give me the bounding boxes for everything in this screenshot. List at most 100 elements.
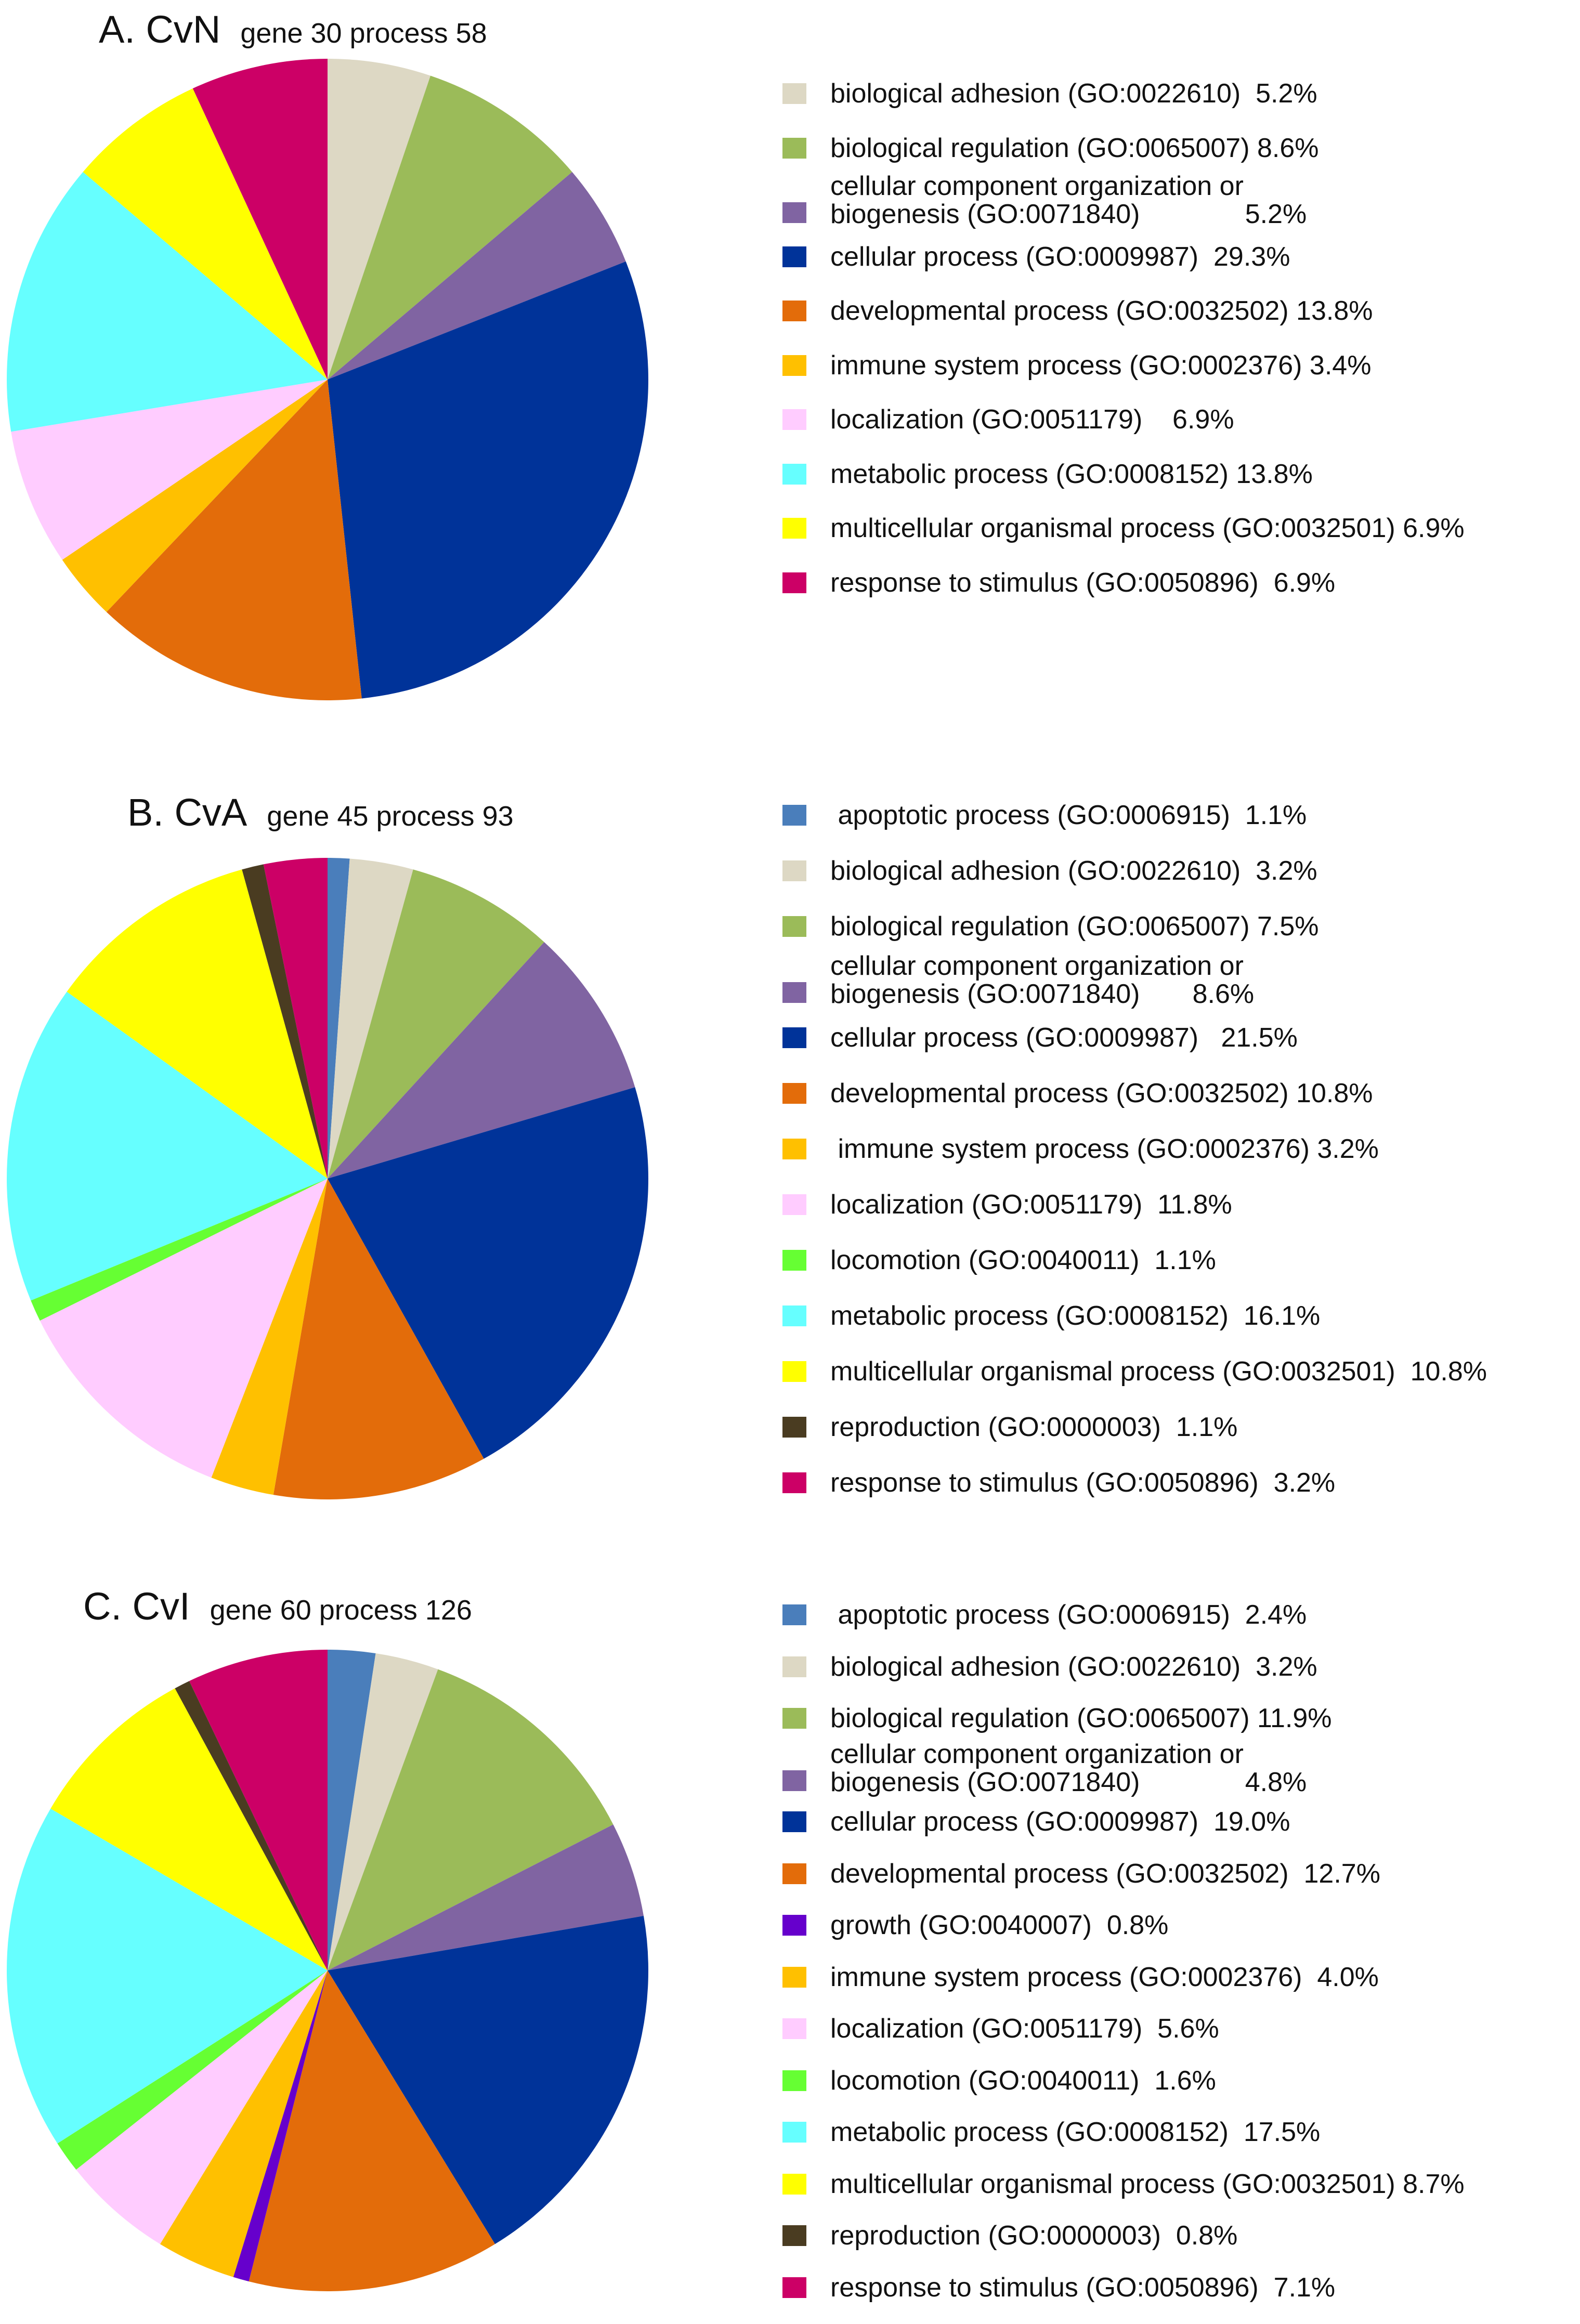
panel-c-heading: C. CvI xyxy=(83,1585,190,1628)
panel-a-legend-label-multicellular: multicellular organismal process (GO:003… xyxy=(830,513,1465,543)
panel-c-legend-item-adhesion: biological adhesion (GO:0022610) 3.2% xyxy=(782,1651,1578,1703)
panel-a-legend-label-developmental: developmental process (GO:0032502) 13.8% xyxy=(830,296,1373,326)
panel-a-legend-label-adhesion: biological adhesion (GO:0022610) 5.2% xyxy=(830,79,1317,109)
panel-c-slice-regulation xyxy=(328,1669,613,1970)
panel-c-legend-swatch-regulation xyxy=(782,1708,806,1729)
panel-b-legend-item-organization: cellular component organization or bioge… xyxy=(782,952,1578,1019)
panel-c-legend-label-cellular: cellular process (GO:0009987) 19.0% xyxy=(830,1807,1290,1837)
panel-b-legend-label-response: response to stimulus (GO:0050896) 3.2% xyxy=(830,1468,1336,1498)
panel-b-legend-swatch-cellular xyxy=(782,1027,806,1048)
panel-c-legend-item-immune: immune system process (GO:0002376) 4.0% xyxy=(782,1962,1578,2014)
panel-c-legend-label-locomotion: locomotion (GO:0040011) 1.6% xyxy=(830,2065,1216,2096)
panel-c-legend-item-organization: cellular component organization or bioge… xyxy=(782,1740,1578,1807)
panel-b-heading: B. CvA xyxy=(127,791,247,834)
panel-b-title: B. CvA gene 45 process 93 xyxy=(127,790,514,834)
panel-b-counts: gene 45 process 93 xyxy=(267,801,514,832)
panel-b-legend-swatch-developmental xyxy=(782,1083,806,1104)
panel-b-legend-label-reproduction: reproduction (GO:0000003) 1.1% xyxy=(830,1412,1238,1442)
panel-a-title: A. CvN gene 30 process 58 xyxy=(99,7,487,51)
panel-b-legend-label-apoptotic: apoptotic process (GO:0006915) 1.1% xyxy=(830,800,1307,830)
panel-b-legend-label-multicellular: multicellular organismal process (GO:003… xyxy=(830,1356,1487,1387)
panel-a-legend-swatch-developmental xyxy=(782,301,806,321)
panel-a-slice-multicellular xyxy=(83,88,328,380)
panel-c-legend-swatch-immune xyxy=(782,1966,806,1988)
panel-a-legend-swatch-immune xyxy=(782,355,806,376)
panel-b-legend-label-metabolic: metabolic process (GO:0008152) 16.1% xyxy=(830,1301,1321,1331)
panel-a-slice-organization xyxy=(328,172,626,380)
panel-b-legend-label-developmental: developmental process (GO:0032502) 10.8% xyxy=(830,1078,1373,1108)
panel-a-legend-item-response: response to stimulus (GO:0050896) 6.9% xyxy=(782,567,1578,619)
panel-c-slice-localization xyxy=(76,1970,328,2244)
panel-a-legend-item-localization: localization (GO:0051179) 6.9% xyxy=(782,404,1578,456)
panel-a-legend-item-adhesion: biological adhesion (GO:0022610) 5.2% xyxy=(782,78,1578,130)
panel-b-legend-label-locomotion: locomotion (GO:0040011) 1.1% xyxy=(830,1245,1216,1275)
panel-c-slice-apoptotic xyxy=(328,1650,376,1970)
panel-a-slice-regulation xyxy=(328,75,572,380)
panel-b-slice-immune xyxy=(211,1179,328,1495)
panel-b-slice-response xyxy=(263,858,328,1179)
panel-c-legend-label-immune: immune system process (GO:0002376) 4.0% xyxy=(830,1962,1379,1992)
panel-c-legend-label-multicellular: multicellular organismal process (GO:003… xyxy=(830,2169,1465,2199)
panel-a-slice-localization xyxy=(11,380,328,560)
panel-a-heading: A. CvN xyxy=(99,8,221,51)
panel-c-legend-label-localization: localization (GO:0051179) 5.6% xyxy=(830,2014,1219,2044)
panel-b-legend-item-immune: immune system process (GO:0002376) 3.2% xyxy=(782,1133,1578,1185)
panel-b-legend-swatch-adhesion xyxy=(782,860,806,881)
panel-b-legend-item-apoptotic: apoptotic process (GO:0006915) 1.1% xyxy=(782,800,1578,852)
panel-b-legend-item-reproduction: reproduction (GO:0000003) 1.1% xyxy=(782,1412,1578,1464)
panel-a-legend-label-immune: immune system process (GO:0002376) 3.4% xyxy=(830,350,1372,381)
panel-a-legend-label-organization: cellular component organization or bioge… xyxy=(830,171,1307,229)
panel-a-slice-response xyxy=(192,59,328,380)
panel-c-title: C. CvI gene 60 process 126 xyxy=(83,1584,472,1628)
panel-b-legend-item-regulation: biological regulation (GO:0065007) 7.5% xyxy=(782,911,1578,963)
panel-c-slice-cellular xyxy=(328,1915,649,2244)
panel-c-legend-item-growth: growth (GO:0040007) 0.8% xyxy=(782,1910,1578,1962)
panel-a-legend-item-cellular: cellular process (GO:0009987) 29.3% xyxy=(782,241,1578,293)
panel-a-legend-swatch-metabolic xyxy=(782,463,806,485)
panel-c-slice-immune xyxy=(160,1970,328,2277)
panel-a-legend-swatch-regulation xyxy=(782,137,806,159)
panel-b-legend-item-multicellular: multicellular organismal process (GO:003… xyxy=(782,1356,1578,1408)
panel-c-legend-item-response: response to stimulus (GO:0050896) 7.1% xyxy=(782,2272,1578,2324)
panel-b-legend-swatch-response xyxy=(782,1472,806,1493)
panel-c-legend-label-adhesion: biological adhesion (GO:0022610) 3.2% xyxy=(830,1651,1317,1682)
panel-c-legend-item-locomotion: locomotion (GO:0040011) 1.6% xyxy=(782,2065,1578,2117)
panel-a-slice-cellular xyxy=(328,261,648,699)
panel-b-legend-item-localization: localization (GO:0051179) 11.8% xyxy=(782,1189,1578,1241)
panel-c-legend-swatch-cellular xyxy=(782,1811,806,1832)
panel-b-slice-cellular xyxy=(328,1087,649,1459)
panel-b-slice-reproduction xyxy=(242,864,328,1179)
panel-a-legend-item-multicellular: multicellular organismal process (GO:003… xyxy=(782,513,1578,565)
panel-c-legend-label-response: response to stimulus (GO:0050896) 7.1% xyxy=(830,2272,1336,2303)
panel-c-slice-multicellular xyxy=(50,1688,328,1970)
panel-b-legend-swatch-localization xyxy=(782,1194,806,1215)
panel-c-slice-locomotion xyxy=(57,1970,328,2170)
panel-c-legend-swatch-multicellular xyxy=(782,2173,806,2195)
panel-c-legend-label-developmental: developmental process (GO:0032502) 12.7% xyxy=(830,1858,1380,1889)
panel-a-legend-item-developmental: developmental process (GO:0032502) 13.8% xyxy=(782,295,1578,347)
panel-c-slice-response xyxy=(189,1650,328,1970)
panel-a-slice-metabolic xyxy=(6,172,328,432)
panel-b-legend-label-localization: localization (GO:0051179) 11.8% xyxy=(830,1190,1232,1220)
panel-c-slice-growth xyxy=(233,1970,328,2282)
panel-a-slice-developmental xyxy=(106,380,362,700)
panel-a-legend-item-organization: cellular component organization or bioge… xyxy=(782,172,1578,239)
panel-c-slice-developmental xyxy=(249,1970,495,2291)
panel-b-slice-adhesion xyxy=(328,858,413,1179)
panel-c-legend-item-multicellular: multicellular organismal process (GO:003… xyxy=(782,2169,1578,2221)
panel-c-legend-label-regulation: biological regulation (GO:0065007) 11.9% xyxy=(830,1703,1332,1733)
panel-c-legend-swatch-reproduction xyxy=(782,2225,806,2246)
panel-b-legend-label-immune: immune system process (GO:0002376) 3.2% xyxy=(830,1134,1379,1164)
panel-c-legend-swatch-metabolic xyxy=(782,2122,806,2143)
panel-a-legend-label-regulation: biological regulation (GO:0065007) 8.6% xyxy=(830,133,1319,163)
panel-a-legend-swatch-response xyxy=(782,572,806,593)
panel-b-legend-item-cellular: cellular process (GO:0009987) 21.5% xyxy=(782,1022,1578,1074)
panel-b-legend-label-cellular: cellular process (GO:0009987) 21.5% xyxy=(830,1023,1298,1053)
panel-b-legend-label-organization: cellular component organization or bioge… xyxy=(830,951,1255,1009)
panel-c-legend-swatch-developmental xyxy=(782,1863,806,1884)
panel-b-legend-swatch-locomotion xyxy=(782,1250,806,1271)
panel-b-legend-swatch-regulation xyxy=(782,916,806,937)
panel-b-legend-swatch-multicellular xyxy=(782,1361,806,1382)
panel-c-legend-swatch-organization xyxy=(782,1770,806,1791)
panel-a-legend-label-localization: localization (GO:0051179) 6.9% xyxy=(830,404,1234,435)
